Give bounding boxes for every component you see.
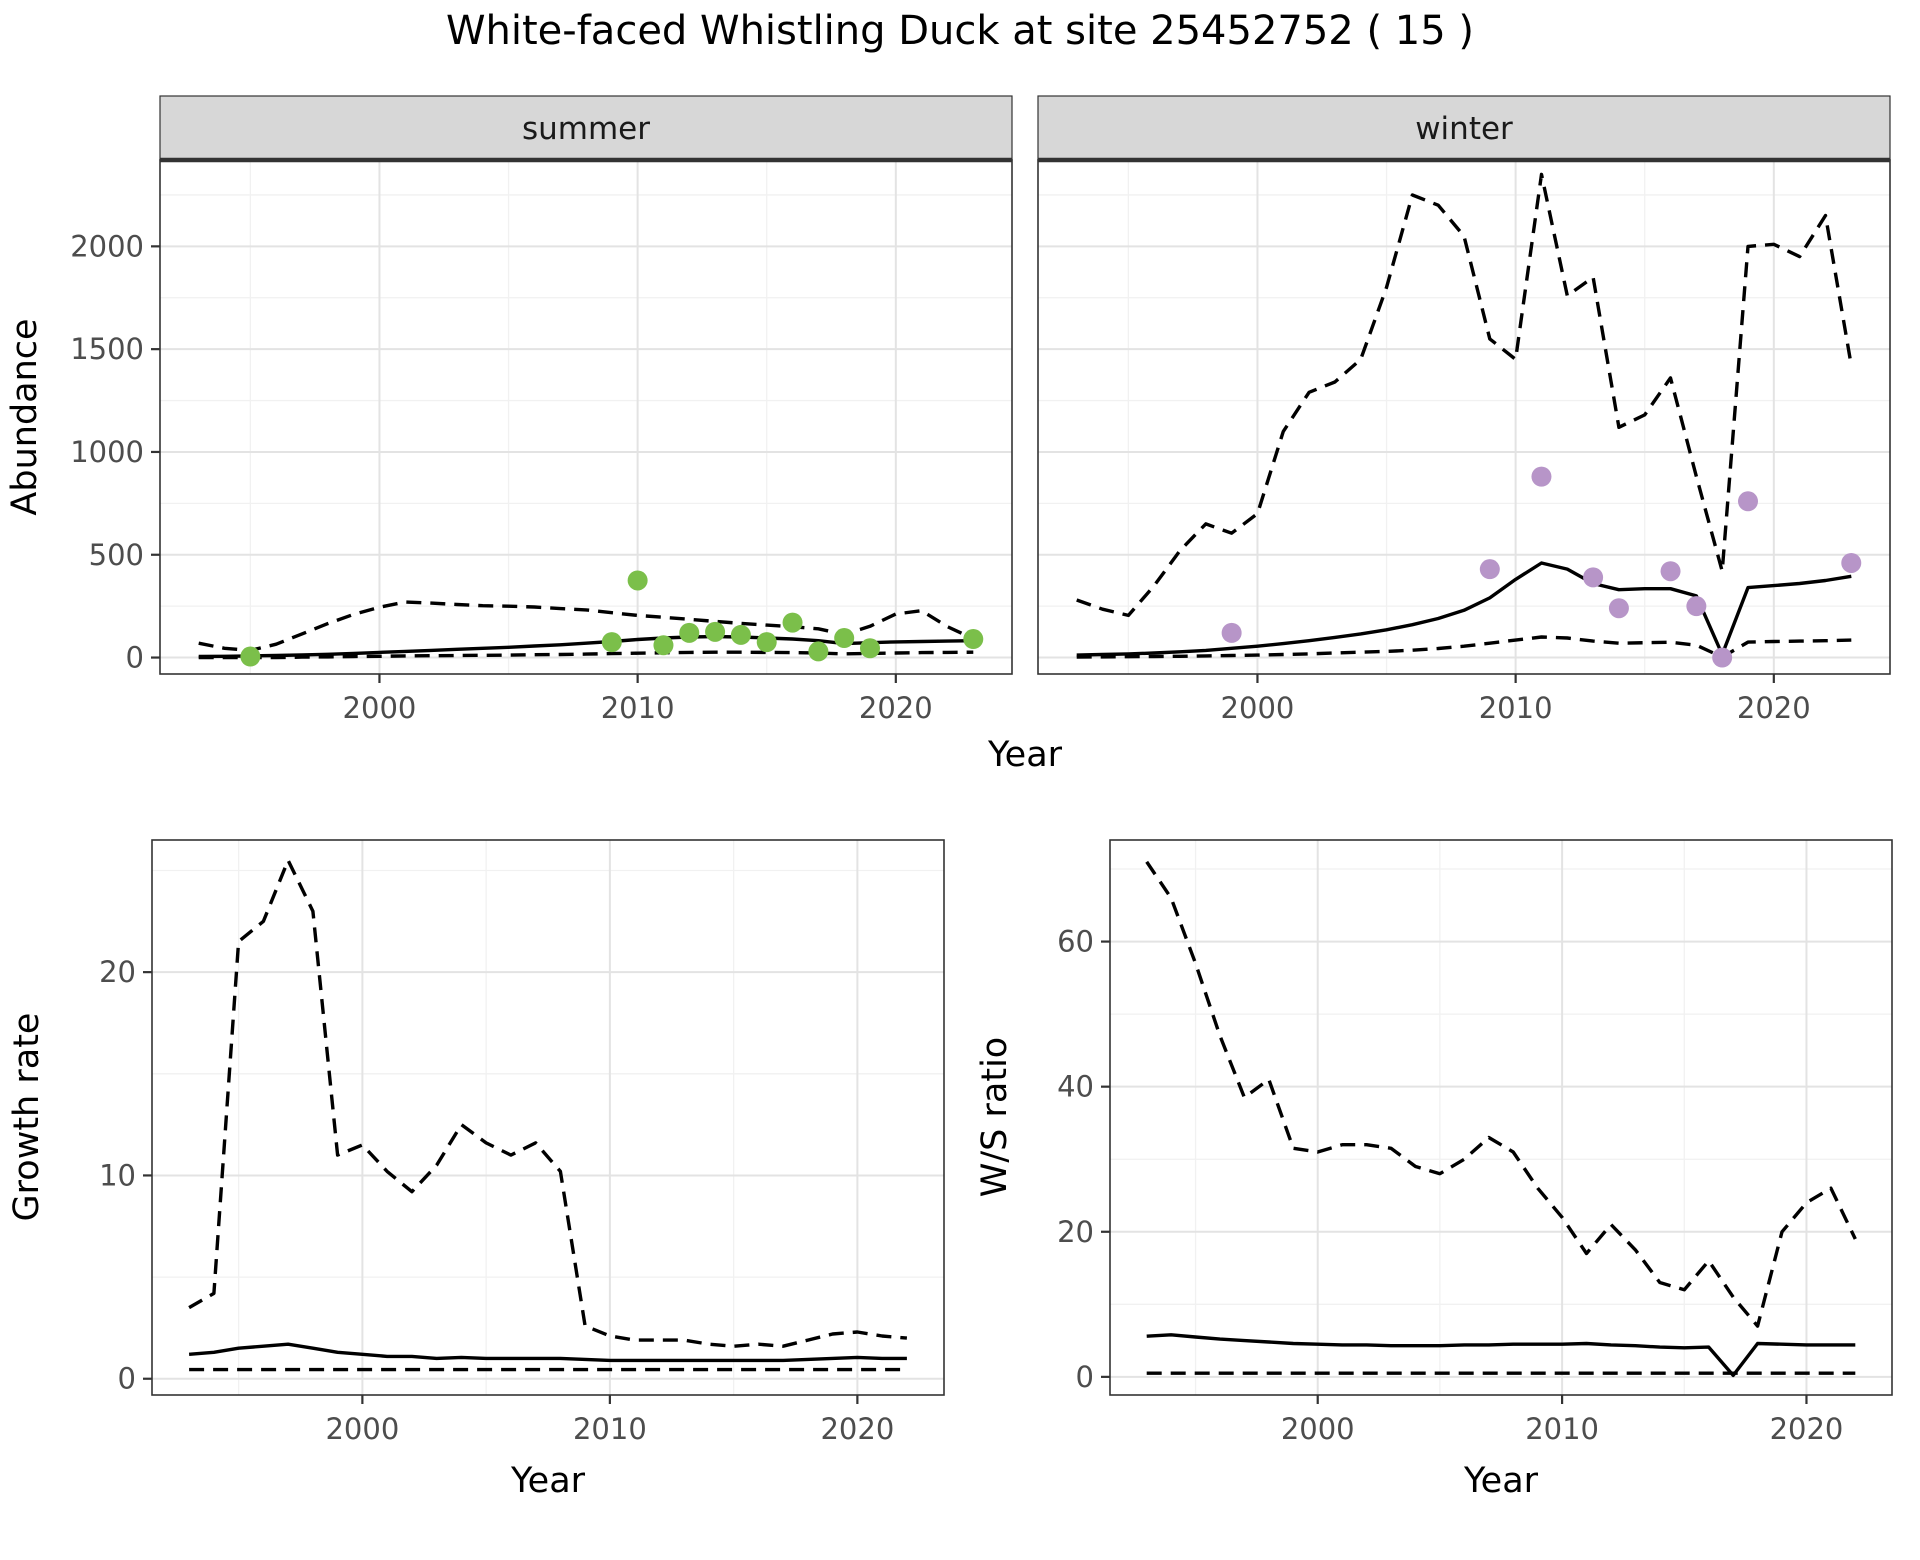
svg-text:1000: 1000 (70, 435, 144, 469)
svg-text:2000: 2000 (1221, 691, 1295, 725)
svg-text:2020: 2020 (820, 1412, 894, 1446)
svg-text:0: 0 (1076, 1360, 1094, 1394)
svg-text:2010: 2010 (601, 691, 675, 725)
svg-text:Year: Year (510, 1461, 586, 1501)
svg-text:Year: Year (987, 735, 1063, 775)
svg-text:0: 0 (118, 1362, 136, 1396)
ws-ratio-panel: 2000 2010 2020 0 20 40 60 Year W/S ratio (975, 839, 1893, 1501)
svg-text:40: 40 (1057, 1070, 1094, 1104)
svg-text:winter: winter (1415, 111, 1513, 147)
svg-text:Abundance: Abundance (5, 318, 45, 515)
svg-text:2020: 2020 (1770, 1412, 1844, 1446)
svg-text:0: 0 (126, 641, 144, 675)
svg-text:Year: Year (1463, 1461, 1539, 1501)
abundance-facet-row: 2000 2010 2020 0 500 1000 1500 2000 summer 2000 20… (5, 95, 1891, 775)
svg-text:2000: 2000 (343, 691, 417, 725)
svg-text:2010: 2010 (1525, 1412, 1599, 1446)
svg-text:60: 60 (1057, 925, 1094, 959)
svg-text:20: 20 (99, 955, 136, 989)
growth-rate-panel: 2000 2010 2020 0 10 20 Year Growth rate (7, 839, 945, 1501)
svg-text:1500: 1500 (70, 332, 144, 366)
svg-text:500: 500 (89, 538, 144, 572)
svg-text:2010: 2010 (573, 1412, 647, 1446)
svg-text:2000: 2000 (325, 1412, 399, 1446)
svg-text:2020: 2020 (1737, 691, 1811, 725)
svg-text:2000: 2000 (70, 229, 144, 263)
svg-text:Growth rate: Growth rate (7, 1013, 47, 1222)
svg-text:2000: 2000 (1281, 1412, 1355, 1446)
svg-text:10: 10 (99, 1158, 136, 1192)
figure-title: White-faced Whistling Duck at site 25452… (445, 8, 1474, 54)
svg-text:20: 20 (1057, 1215, 1094, 1249)
svg-text:W/S ratio: W/S ratio (975, 1037, 1015, 1197)
svg-text:summer: summer (522, 111, 650, 147)
svg-text:2020: 2020 (859, 691, 933, 725)
svg-text:2010: 2010 (1479, 691, 1553, 725)
